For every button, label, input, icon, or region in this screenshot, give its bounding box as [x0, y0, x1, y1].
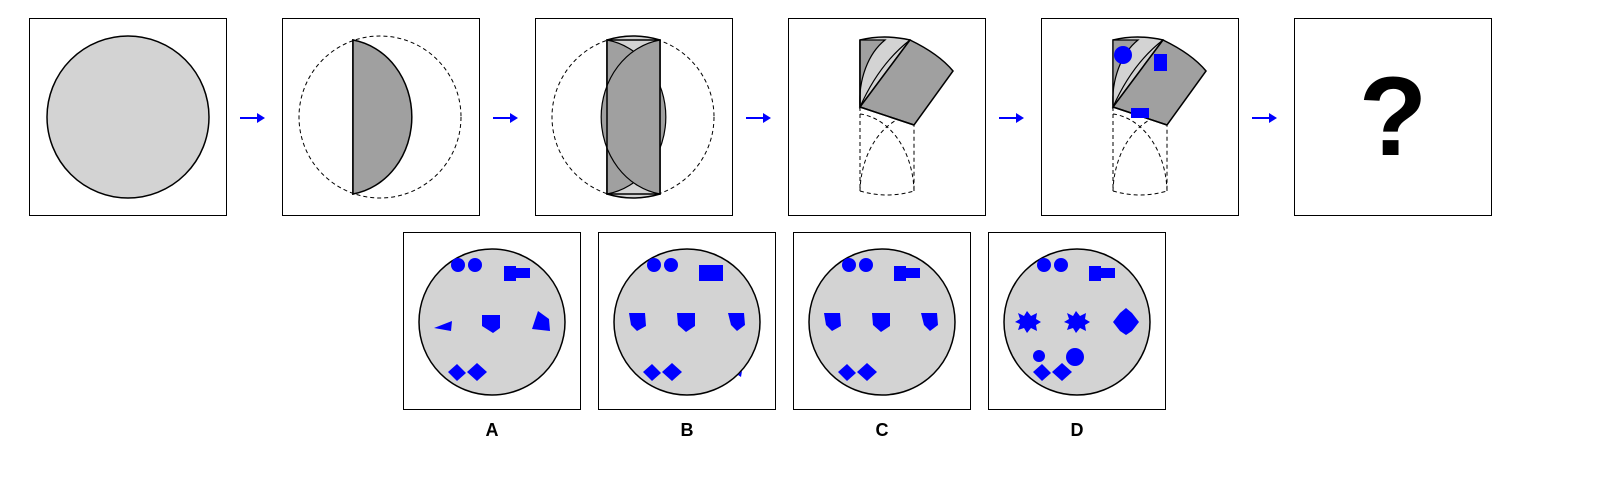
step-panel-4: [788, 18, 986, 216]
answer-panel: ?: [1294, 18, 1492, 216]
fold-step-4-figure: [858, 36, 954, 196]
question-mark: ?: [1358, 54, 1428, 179]
punch-hole-rect: [1154, 54, 1167, 71]
option-b-figure: [613, 248, 761, 396]
option-b-label: B: [680, 420, 694, 440]
option-c-figure: [808, 248, 956, 396]
original-outline: [298, 35, 462, 199]
option-d-figure: [1003, 248, 1151, 396]
folded-flap: [858, 39, 954, 126]
option-c-label: C: [875, 420, 889, 440]
option-b-panel[interactable]: [598, 232, 776, 410]
punch-step-figure: [1111, 36, 1207, 196]
full-circle-figure: [46, 35, 210, 199]
option-a-label: A: [485, 420, 499, 440]
option-d-label: D: [1070, 420, 1084, 440]
punch-hole-circle: [1114, 46, 1132, 64]
option-c-panel[interactable]: [793, 232, 971, 410]
step-panel-2: [282, 18, 480, 216]
step-panel-1: [29, 18, 227, 216]
option-a-figure: [418, 248, 566, 396]
arrow-icon: [240, 113, 265, 123]
option-a-panel[interactable]: [403, 232, 581, 410]
fold-step-3-figure: [551, 35, 715, 199]
step-panel-5: [1041, 18, 1239, 216]
punch-hole-rect: [1131, 108, 1149, 118]
fold-step-2-figure: [298, 35, 462, 199]
arrow-icon: [746, 113, 771, 123]
arrow-icon: [493, 113, 518, 123]
arrow-icon: [1252, 113, 1277, 123]
folded-flap: [352, 39, 413, 195]
option-d-panel[interactable]: [988, 232, 1166, 410]
arrow-icon: [999, 113, 1024, 123]
paper-circle: [46, 35, 210, 199]
step-panel-3: [535, 18, 733, 216]
